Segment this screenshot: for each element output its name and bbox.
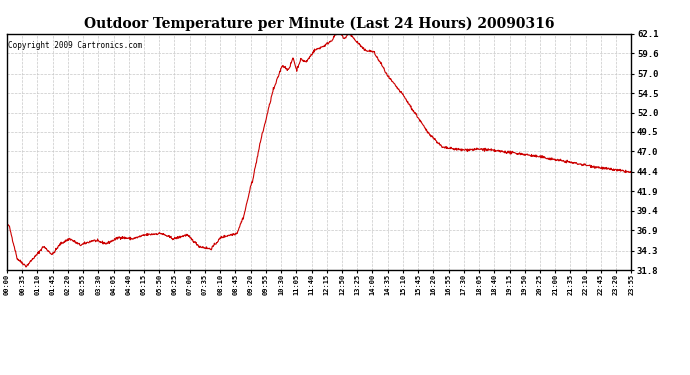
Title: Outdoor Temperature per Minute (Last 24 Hours) 20090316: Outdoor Temperature per Minute (Last 24 … xyxy=(84,17,554,31)
Text: Copyright 2009 Cartronics.com: Copyright 2009 Cartronics.com xyxy=(8,41,142,50)
